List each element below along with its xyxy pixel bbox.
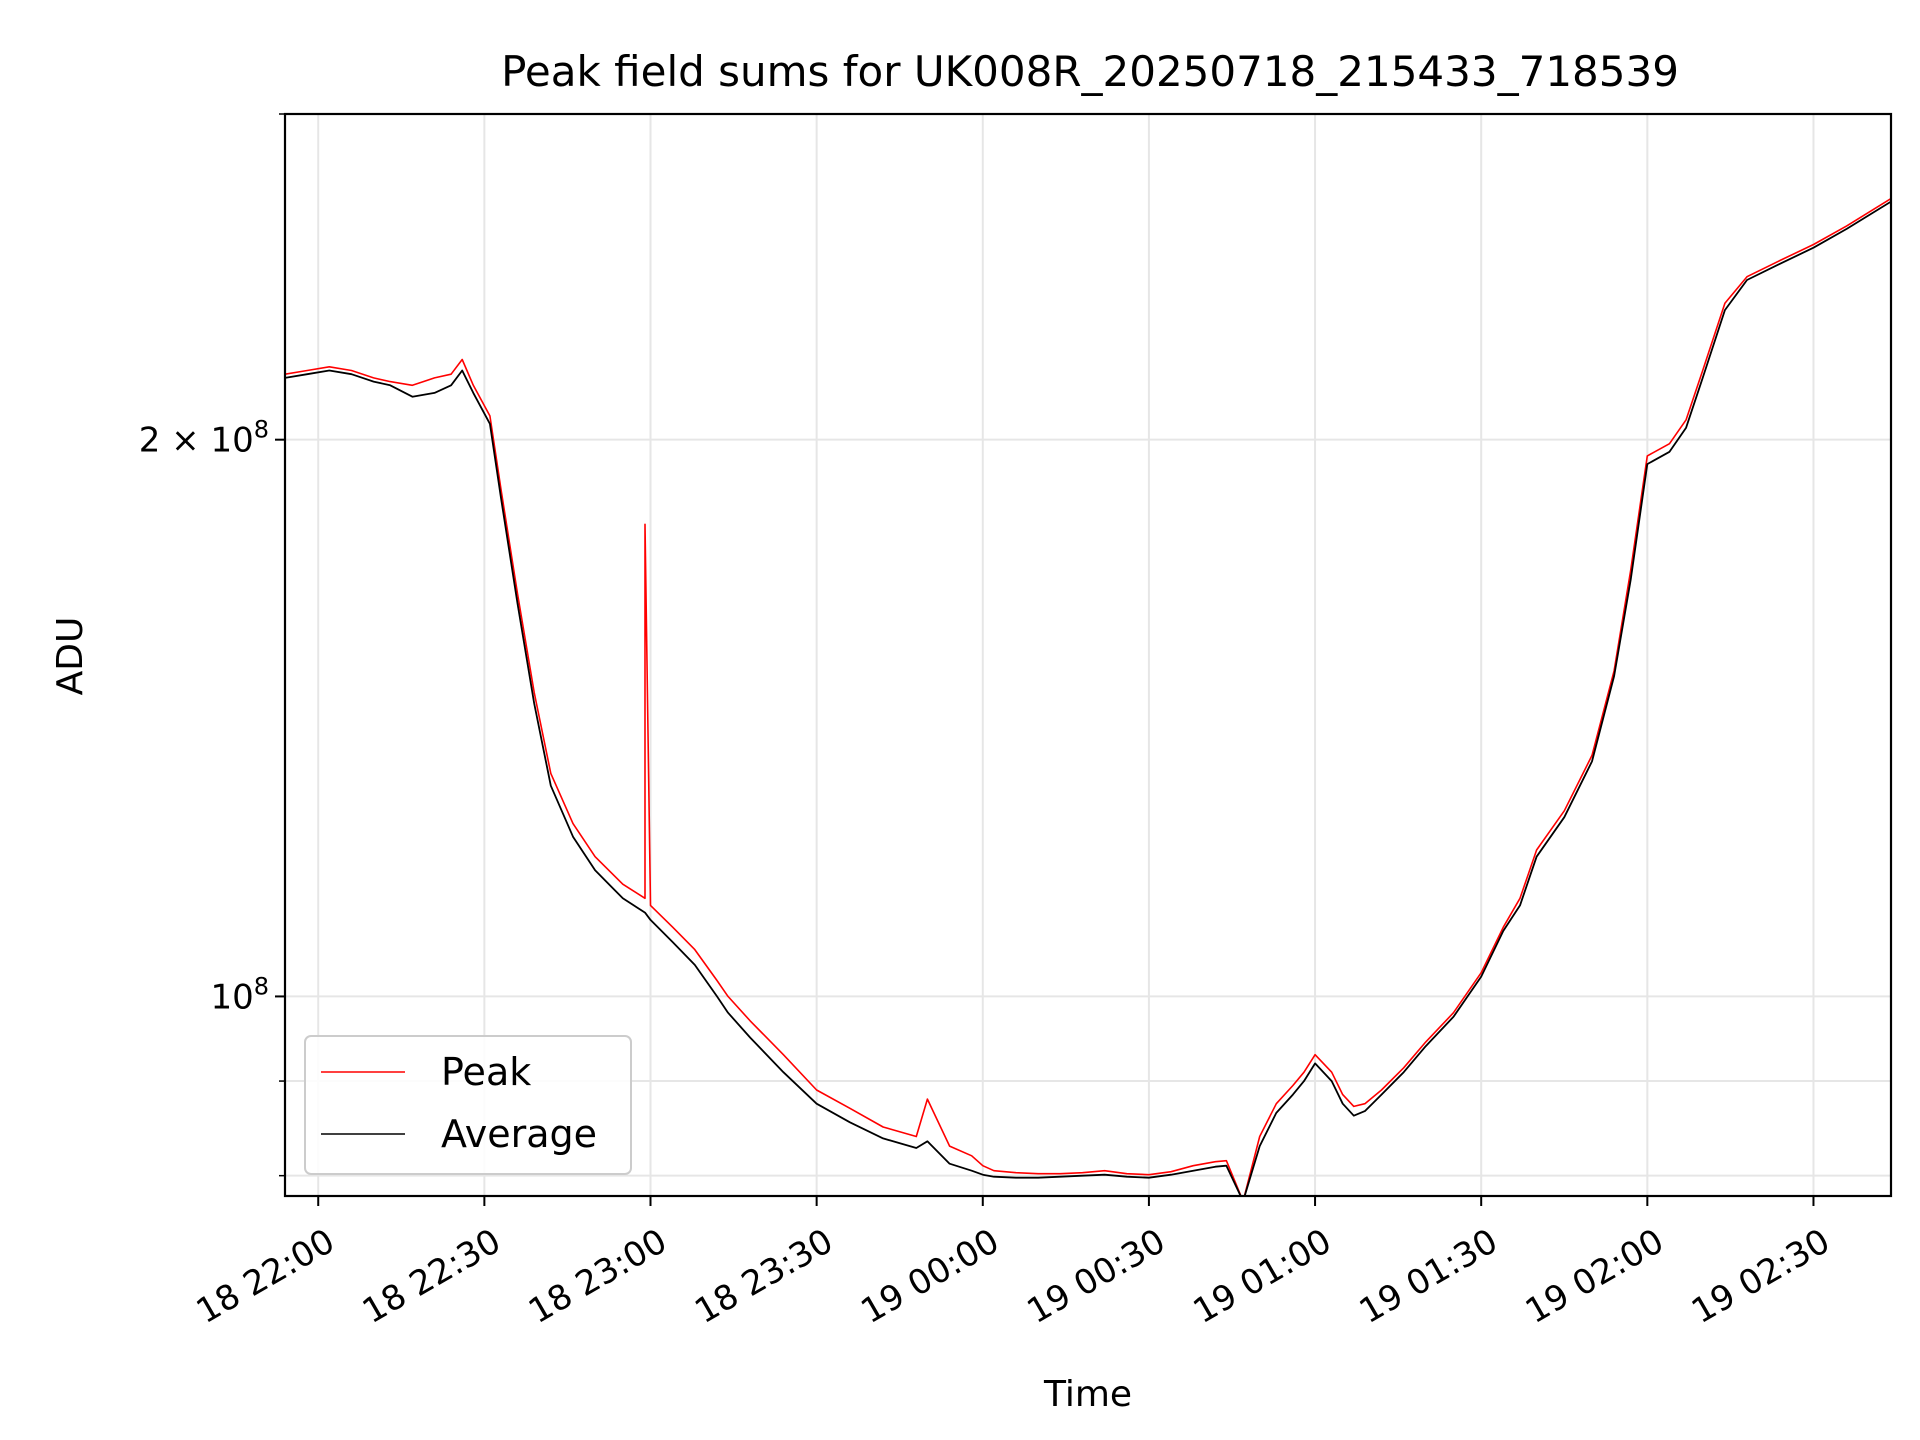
legend-box xyxy=(304,1035,632,1175)
x-tick-label: 18 23:00 xyxy=(522,1221,674,1332)
x-tick-label: 19 01:30 xyxy=(1353,1221,1505,1332)
x-tick-label: 18 23:30 xyxy=(688,1221,840,1332)
x-tick-label: 18 22:30 xyxy=(356,1221,508,1332)
legend-average-label: Average xyxy=(441,1112,597,1156)
legend: Peak Average xyxy=(304,1035,632,1175)
y-tick-label: 2 × 108 xyxy=(139,416,269,461)
x-tick-label: 19 01:00 xyxy=(1187,1221,1339,1332)
series-peak-line xyxy=(285,197,1891,1196)
series-average-line xyxy=(285,200,1891,1196)
y-ticks: 108 2 × 108 xyxy=(139,113,285,1177)
x-tick-label: 19 00:00 xyxy=(854,1221,1006,1332)
y-tick-label: 108 xyxy=(210,972,269,1017)
legend-peak-label: Peak xyxy=(441,1050,531,1094)
x-tick-label: 19 02:00 xyxy=(1519,1221,1671,1332)
series-layer xyxy=(285,197,1891,1196)
x-tick-label: 18 22:00 xyxy=(190,1221,342,1332)
x-ticks: 18 22:00 18 22:30 18 23:00 18 23:30 19 00:00… xyxy=(190,1196,1837,1332)
x-tick-label: 19 02:30 xyxy=(1685,1221,1837,1332)
x-tick-label: 19 00:30 xyxy=(1020,1221,1172,1332)
x-axis-label: Time xyxy=(1043,1374,1132,1415)
plot-frame xyxy=(283,112,1893,1198)
y-axis-label: ADU xyxy=(50,617,91,696)
chart-title: Peak field sums for UK008R_20250718_2154… xyxy=(501,47,1679,96)
